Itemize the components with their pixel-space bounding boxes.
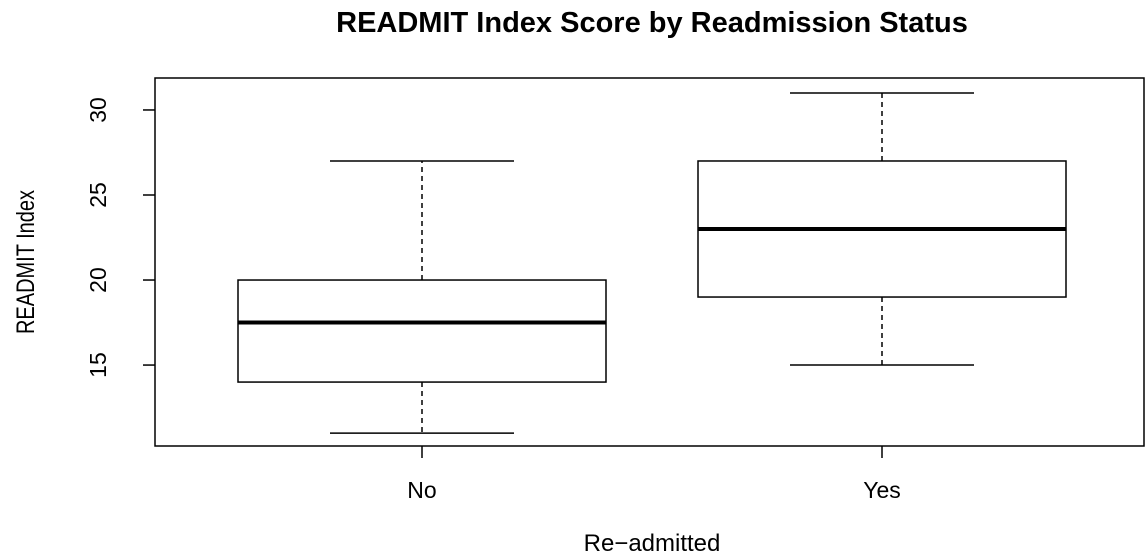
- plot-frame: [154, 77, 1145, 447]
- y-tick-label: 30: [85, 97, 111, 123]
- chart-title: READMIT Index Score by Readmission Statu…: [336, 7, 968, 39]
- y-axis-label: READMIT Index: [12, 189, 40, 334]
- x-axis-label: Re−admitted: [584, 530, 721, 556]
- y-tick-label: 25: [85, 182, 111, 208]
- y-tick-label: 20: [85, 267, 111, 293]
- x-tick-label: Yes: [863, 477, 901, 503]
- box: [237, 279, 607, 383]
- y-tick-label: 15: [85, 352, 111, 378]
- x-tick-label: No: [407, 477, 436, 503]
